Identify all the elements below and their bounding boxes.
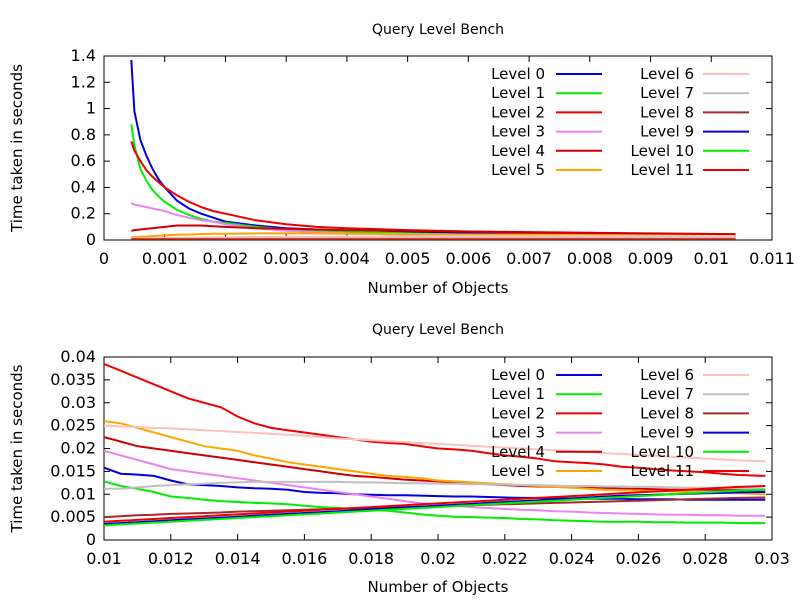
x-tick-label: 0.012 bbox=[148, 549, 194, 568]
series-line-level-0 bbox=[104, 466, 766, 501]
legend-label-level-9: Level 9 bbox=[640, 424, 694, 442]
x-tick-label: 0.007 bbox=[506, 249, 552, 268]
legend-label-level-9: Level 9 bbox=[640, 123, 694, 141]
legend-label-level-4: Level 4 bbox=[491, 443, 545, 461]
series-line-level-6 bbox=[104, 424, 766, 463]
y-tick-label: 1 bbox=[86, 99, 96, 118]
legend-label-level-0: Level 0 bbox=[491, 366, 545, 384]
x-tick-label: 0.028 bbox=[682, 549, 728, 568]
x-tick-label: 0.026 bbox=[615, 549, 661, 568]
legend-label-level-10: Level 10 bbox=[631, 443, 694, 461]
series-line-level-2 bbox=[104, 362, 766, 477]
y-tick-label: 0.4 bbox=[71, 177, 96, 196]
legend-label-level-6: Level 6 bbox=[640, 65, 694, 83]
series-line-level-4 bbox=[131, 224, 736, 236]
legend-label-level-7: Level 7 bbox=[640, 385, 694, 403]
legend-label-level-3: Level 3 bbox=[491, 123, 545, 141]
y-tick-label: 0.025 bbox=[50, 416, 96, 435]
x-tick-label: 0.022 bbox=[482, 549, 528, 568]
y-tick-label: 0.03 bbox=[60, 393, 96, 412]
y-tick-label: 0.005 bbox=[50, 507, 96, 526]
x-tick-label: 0.01 bbox=[693, 249, 729, 268]
y-tick-label: 1.4 bbox=[71, 46, 96, 65]
x-tick-label: 0.009 bbox=[628, 249, 674, 268]
legend-label-level-0: Level 0 bbox=[491, 65, 545, 83]
x-tick-label: 0.002 bbox=[203, 249, 249, 268]
series-line-level-1 bbox=[104, 480, 766, 525]
series-line-level-5 bbox=[104, 420, 766, 496]
series-line-level-5 bbox=[131, 232, 736, 239]
x-tick-label: 0.011 bbox=[749, 249, 795, 268]
legend-label-level-11: Level 11 bbox=[631, 462, 694, 480]
legend-label-level-2: Level 2 bbox=[491, 103, 545, 121]
series-line-level-11 bbox=[104, 485, 766, 523]
x-axis-label: Number of Objects bbox=[368, 578, 509, 596]
y-tick-label: 1.2 bbox=[71, 72, 96, 91]
legend-label-level-8: Level 8 bbox=[640, 103, 694, 121]
legend-label-level-5: Level 5 bbox=[491, 462, 545, 480]
x-tick-label: 0.008 bbox=[567, 249, 613, 268]
chart-title: Query Level Bench bbox=[372, 22, 504, 38]
x-tick-label: 0 bbox=[99, 249, 109, 268]
series-line-level-7 bbox=[104, 480, 766, 490]
x-tick-label: 0.024 bbox=[549, 549, 595, 568]
x-tick-label: 0.02 bbox=[420, 549, 456, 568]
y-tick-label: 0.8 bbox=[71, 125, 96, 144]
y-tick-label: 0.01 bbox=[60, 484, 96, 503]
y-tick-label: 0.2 bbox=[71, 204, 96, 223]
y-tick-label: 0.04 bbox=[60, 347, 96, 366]
series-line-level-10 bbox=[104, 488, 766, 527]
series-line-level-4 bbox=[104, 436, 766, 491]
legend-label-level-4: Level 4 bbox=[491, 142, 545, 160]
legend-label-level-1: Level 1 bbox=[491, 385, 545, 403]
chart-title: Query Level Bench bbox=[372, 322, 504, 338]
legend-label-level-3: Level 3 bbox=[491, 424, 545, 442]
y-axis-label: Time taken in seconds bbox=[8, 364, 26, 533]
y-tick-label: 0.035 bbox=[50, 370, 96, 389]
legend-label-level-10: Level 10 bbox=[631, 142, 694, 160]
legend-label-level-11: Level 11 bbox=[631, 161, 694, 179]
x-tick-label: 0.01 bbox=[86, 549, 122, 568]
x-tick-label: 0.014 bbox=[215, 549, 261, 568]
x-tick-label: 0.003 bbox=[263, 249, 309, 268]
legend-label-level-2: Level 2 bbox=[491, 404, 545, 422]
x-tick-label: 0.03 bbox=[754, 549, 790, 568]
legend-label-level-8: Level 8 bbox=[640, 404, 694, 422]
x-tick-label: 0.006 bbox=[445, 249, 491, 268]
x-tick-label: 0.016 bbox=[281, 549, 327, 568]
x-tick-label: 0.004 bbox=[324, 249, 370, 268]
y-tick-label: 0.02 bbox=[60, 439, 96, 458]
x-tick-label: 0.001 bbox=[142, 249, 188, 268]
legend-label-level-6: Level 6 bbox=[640, 366, 694, 384]
x-tick-label: 0.005 bbox=[385, 249, 431, 268]
y-tick-label: 0.015 bbox=[50, 461, 96, 480]
legend-label-level-7: Level 7 bbox=[640, 84, 694, 102]
y-tick-label: 0 bbox=[86, 230, 96, 249]
x-tick-label: 0.018 bbox=[348, 549, 394, 568]
legend-label-level-5: Level 5 bbox=[491, 161, 545, 179]
y-tick-label: 0 bbox=[86, 530, 96, 549]
y-axis-label: Time taken in seconds bbox=[8, 64, 26, 233]
y-tick-label: 0.6 bbox=[71, 151, 96, 170]
x-axis-label: Number of Objects bbox=[368, 279, 509, 297]
legend-label-level-1: Level 1 bbox=[491, 84, 545, 102]
